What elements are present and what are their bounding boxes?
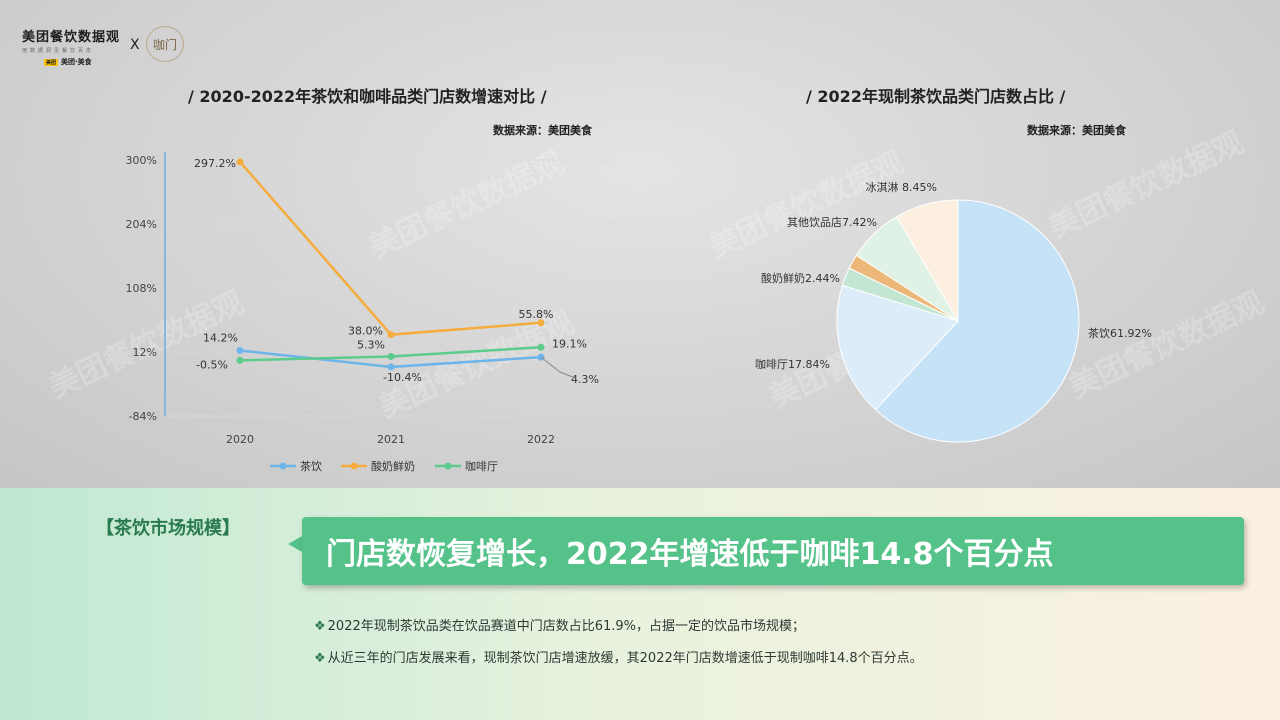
data-label: 297.2% xyxy=(194,157,236,170)
legend-marker xyxy=(350,462,358,470)
line-chart: 300% 204% 108% 12% -84% 2020 2021 2022 14.2% -10.… xyxy=(126,152,615,473)
y-tick-label: 204% xyxy=(126,218,157,231)
pie-label: 茶饮61.92% xyxy=(1088,327,1152,340)
banner-pointer xyxy=(288,535,304,553)
y-tick-label: -84% xyxy=(129,410,157,423)
y-tick-label: 300% xyxy=(126,154,157,167)
y-tick-label: 108% xyxy=(126,282,157,295)
diamond-bullet-icon: ❖ xyxy=(314,651,326,666)
x-tick-label: 2020 xyxy=(226,433,254,446)
logo-main-text: 美团餐饮数据观 xyxy=(22,30,121,45)
pie-slice xyxy=(896,199,959,323)
pie-label: 酸奶鲜奶2.44% xyxy=(761,271,840,285)
series-line xyxy=(239,161,542,336)
data-label: 55.8% xyxy=(519,308,554,321)
pie-slice xyxy=(874,199,1080,443)
data-label: 19.1% xyxy=(552,337,587,350)
legend-marker xyxy=(279,462,287,470)
section-label: 【茶饮市场规模】 xyxy=(96,518,240,539)
logo-sub-text: 用数据洞见餐饮百态 xyxy=(22,48,95,54)
legend-marker xyxy=(444,462,452,470)
data-point xyxy=(387,331,395,339)
meituan-mark: 美团 xyxy=(44,58,59,66)
data-label: 38.0% xyxy=(348,325,383,338)
pie-label: 冰淇淋 8.45% xyxy=(866,181,937,194)
data-label: -10.4% xyxy=(383,371,422,384)
legend-label: 咖啡厅 xyxy=(465,459,498,473)
pie-label: 其他饮品店7.42% xyxy=(787,215,877,229)
chart-area-background xyxy=(0,0,1280,488)
logo-brand-text: 美团·美食 xyxy=(61,58,92,66)
pie-slice xyxy=(836,284,959,411)
data-label: 4.3% xyxy=(571,373,599,386)
headline-text: 门店数恢复增长，2022年增速低于咖啡14.8个百分点 xyxy=(326,537,1054,572)
leader-line xyxy=(540,356,576,379)
data-point xyxy=(236,356,244,364)
bullet-item: ❖ 从近三年的门店发展来看，现制茶饮门店增速放缓，其2022年门店数增速低于现制咖… xyxy=(314,647,923,666)
data-label: -0.5% xyxy=(196,358,228,371)
y-tick-label: 12% xyxy=(133,346,157,359)
bullet-item: ❖ 2022年现制茶饮品类在饮品赛道中门店数占比61.9%，占据一定的饮品市场规模… xyxy=(314,615,805,634)
bullet-text: 2022年现制茶饮品类在饮品赛道中门店数占比61.9%，占据一定的饮品市场规模； xyxy=(327,619,806,634)
bullet-text: 从近三年的门店发展来看，现制茶饮门店增速放缓，其2022年门店数增速低于现制咖啡… xyxy=(327,651,923,666)
x-tick-label: 2021 xyxy=(377,433,405,446)
legend-label: 茶饮 xyxy=(300,460,322,473)
data-label: 14.2% xyxy=(203,332,238,345)
headline-banner: 门店数恢复增长，2022年增速低于咖啡14.8个百分点 xyxy=(302,517,1244,585)
data-point xyxy=(387,352,395,360)
kamen-badge-icon: 咖门 xyxy=(146,26,184,62)
x-tick-label: 2022 xyxy=(527,433,555,446)
line-chart-title: / 2020-2022年茶饮和咖啡品类门店数增速对比 / xyxy=(188,87,547,106)
badge-text: 咖门 xyxy=(152,37,177,52)
pie-chart: 茶饮61.92% 咖啡厅17.84% 酸奶鲜奶2.44% 其他饮品店7.42% 冰淇淋 … xyxy=(755,181,1152,443)
diamond-bullet-icon: ❖ xyxy=(314,619,326,634)
data-point xyxy=(236,158,244,166)
data-point xyxy=(236,347,244,355)
data-point xyxy=(537,319,545,327)
data-point xyxy=(537,343,545,351)
logo-brand: 美团 美团·美食 xyxy=(44,57,120,67)
line-chart-source: 数据来源：美团美食 xyxy=(493,124,592,137)
pie-label: 咖啡厅17.84% xyxy=(755,357,830,371)
data-label: 5.3% xyxy=(357,338,385,351)
data-point xyxy=(387,363,395,371)
meituan-logo: 美团餐饮数据观 用数据洞见餐饮百态 美团 美团·美食 xyxy=(22,26,120,67)
legend-label: 酸奶鲜奶 xyxy=(371,459,415,473)
pie-chart-title: / 2022年现制茶饮品类门店数占比 / xyxy=(806,87,1066,106)
logo-separator: X xyxy=(130,37,140,53)
pie-chart-source: 数据来源：美团美食 xyxy=(1027,124,1126,137)
